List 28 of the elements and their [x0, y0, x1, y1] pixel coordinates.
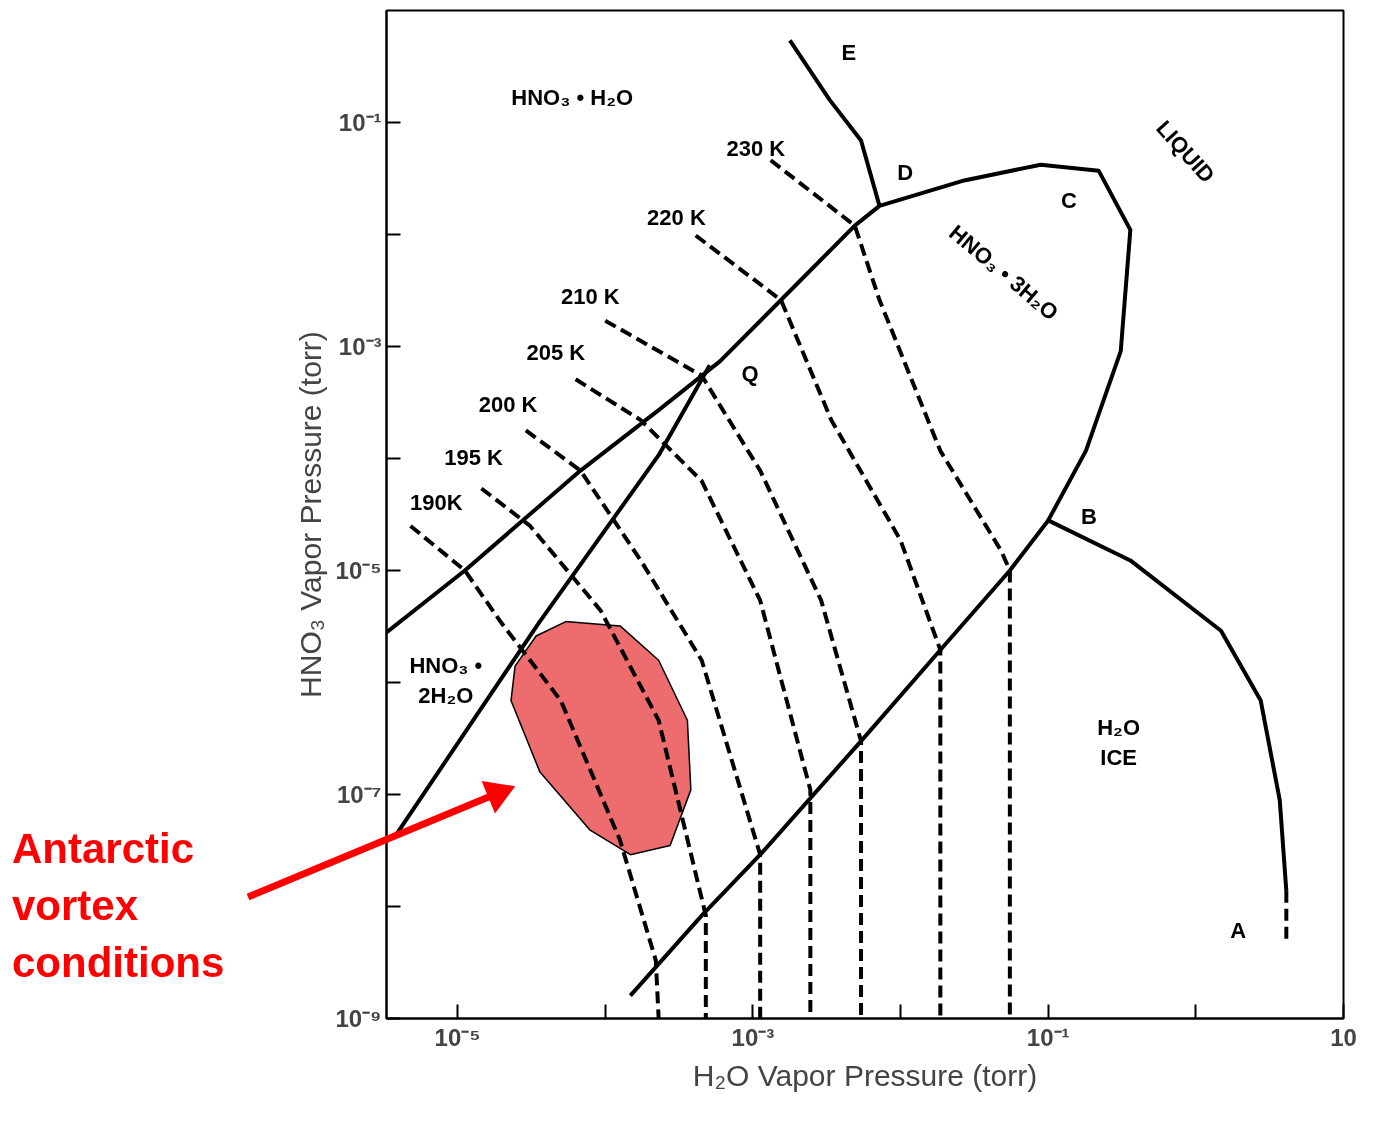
- annotation: 205 K: [526, 339, 586, 365]
- annotation: A: [1230, 918, 1247, 944]
- x-tick-label: 10⁻¹: [1026, 1023, 1070, 1051]
- annotation: 220 K: [647, 204, 706, 230]
- annotation: D: [897, 160, 914, 186]
- text: Antarctic vortex conditions: [12, 824, 225, 988]
- x-tick-label: 10⁻⁵: [434, 1023, 481, 1051]
- y-tick-label: 10⁻⁹: [335, 1005, 382, 1032]
- annotation: H₂O ICE: [1097, 714, 1140, 770]
- annotation: 210 K: [560, 284, 620, 310]
- annotation: HNO₃ • H₂O: [511, 84, 634, 110]
- annotation: 230 K: [726, 136, 786, 162]
- annotation: 200 K: [478, 392, 538, 418]
- y-tick-label: 10⁻¹: [338, 109, 382, 136]
- y-tick-label: 10⁻⁵: [335, 557, 382, 584]
- annotation: Q: [741, 360, 759, 386]
- y-axis-title: HNO₃ Vapor Pressure (torr): [294, 331, 328, 698]
- annotation: 195 K: [444, 444, 504, 470]
- x-axis-title: H₂O Vapor Pressure (torr): [692, 1058, 1038, 1092]
- y-tick-label: 10⁻³: [338, 333, 382, 360]
- x-tick-label: 10: [1330, 1023, 1357, 1051]
- y-tick-label: 10⁻⁷: [336, 781, 382, 808]
- annotation: 190K: [409, 489, 463, 515]
- annotation: C: [1060, 187, 1077, 213]
- x-tick-label: 10⁻³: [731, 1023, 775, 1051]
- annotation: HNO₃ • 2H₂O: [409, 653, 483, 709]
- annotation: B: [1080, 504, 1097, 530]
- annotation: E: [841, 40, 857, 66]
